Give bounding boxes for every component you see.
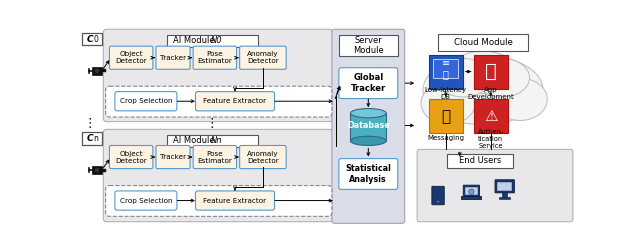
Bar bbox=[92, 166, 102, 174]
Text: Cloud Module: Cloud Module bbox=[454, 38, 513, 47]
Bar bbox=[447, 154, 513, 168]
Text: Messaging: Messaging bbox=[428, 135, 464, 141]
FancyBboxPatch shape bbox=[193, 146, 237, 169]
Bar bbox=[81, 33, 102, 46]
Text: Database: Database bbox=[347, 121, 390, 130]
Circle shape bbox=[468, 189, 474, 194]
FancyBboxPatch shape bbox=[463, 185, 479, 197]
Text: AI Module: AI Module bbox=[173, 36, 217, 45]
Text: C: C bbox=[87, 134, 93, 143]
FancyBboxPatch shape bbox=[239, 46, 286, 69]
Bar bbox=[474, 55, 508, 88]
Bar bbox=[429, 99, 463, 133]
FancyBboxPatch shape bbox=[109, 46, 153, 69]
FancyBboxPatch shape bbox=[103, 29, 333, 122]
Ellipse shape bbox=[476, 58, 529, 97]
FancyBboxPatch shape bbox=[195, 191, 275, 210]
Bar bbox=[497, 182, 513, 191]
Text: Tracker: Tracker bbox=[160, 154, 186, 160]
Text: End Users: End Users bbox=[459, 156, 501, 166]
Text: AI Module: AI Module bbox=[173, 136, 217, 145]
Bar bbox=[339, 34, 397, 56]
Text: Pose
Estimator: Pose Estimator bbox=[197, 51, 232, 64]
Bar bbox=[429, 55, 463, 88]
Bar bbox=[433, 59, 458, 78]
FancyBboxPatch shape bbox=[156, 46, 190, 69]
Bar bbox=[438, 34, 528, 51]
Bar bbox=[167, 34, 259, 47]
Text: Feature Extractor: Feature Extractor bbox=[204, 198, 267, 203]
Text: App
Development: App Development bbox=[467, 87, 514, 100]
FancyBboxPatch shape bbox=[106, 186, 332, 216]
Text: 0: 0 bbox=[93, 35, 98, 44]
FancyBboxPatch shape bbox=[115, 92, 177, 111]
FancyBboxPatch shape bbox=[195, 92, 275, 111]
Circle shape bbox=[437, 200, 439, 203]
FancyBboxPatch shape bbox=[332, 29, 404, 223]
FancyBboxPatch shape bbox=[156, 146, 190, 169]
Bar bbox=[474, 99, 508, 133]
Text: Global
Tracker: Global Tracker bbox=[351, 74, 386, 93]
Text: n: n bbox=[93, 134, 98, 143]
Bar bbox=[351, 113, 386, 141]
Text: Anomaly
Detector: Anomaly Detector bbox=[247, 150, 279, 164]
Text: Authen-
tication
Service: Authen- tication Service bbox=[477, 129, 504, 149]
Ellipse shape bbox=[448, 51, 518, 94]
Text: N0: N0 bbox=[211, 36, 222, 45]
Ellipse shape bbox=[423, 56, 543, 125]
Text: ⋮: ⋮ bbox=[205, 118, 218, 130]
Bar bbox=[499, 197, 510, 199]
Text: Feature Extractor: Feature Extractor bbox=[204, 98, 267, 104]
FancyBboxPatch shape bbox=[193, 46, 237, 69]
FancyBboxPatch shape bbox=[106, 86, 332, 117]
Text: Crop Selection: Crop Selection bbox=[120, 198, 172, 203]
FancyBboxPatch shape bbox=[339, 158, 397, 190]
Ellipse shape bbox=[436, 58, 491, 97]
Text: ≡
📋: ≡ 📋 bbox=[442, 58, 450, 79]
Text: Low-latency
DB: Low-latency DB bbox=[425, 87, 467, 100]
Ellipse shape bbox=[421, 82, 476, 124]
FancyBboxPatch shape bbox=[115, 191, 177, 210]
Text: Anomaly
Detector: Anomaly Detector bbox=[247, 51, 279, 64]
Text: Nn: Nn bbox=[211, 136, 222, 145]
Text: 🔶: 🔶 bbox=[441, 109, 451, 124]
Text: Statistical
Analysis: Statistical Analysis bbox=[346, 164, 391, 184]
FancyBboxPatch shape bbox=[417, 149, 573, 222]
Text: ⋮: ⋮ bbox=[83, 118, 95, 130]
FancyBboxPatch shape bbox=[432, 186, 444, 205]
Ellipse shape bbox=[493, 78, 547, 120]
Text: Pose
Estimator: Pose Estimator bbox=[197, 150, 232, 164]
Bar bbox=[465, 187, 477, 195]
Bar bbox=[167, 135, 259, 147]
Text: Object
Detector: Object Detector bbox=[115, 51, 147, 64]
Text: Crop Selection: Crop Selection bbox=[120, 98, 172, 104]
Text: ⚠: ⚠ bbox=[484, 109, 497, 124]
Text: Ⓐ: Ⓐ bbox=[485, 62, 497, 81]
Bar bbox=[81, 132, 102, 145]
Bar bbox=[92, 67, 102, 75]
Text: C: C bbox=[87, 35, 93, 44]
Circle shape bbox=[94, 68, 100, 73]
Ellipse shape bbox=[351, 108, 386, 118]
Text: Object
Detector: Object Detector bbox=[115, 150, 147, 164]
FancyBboxPatch shape bbox=[109, 146, 153, 169]
Text: Tracker: Tracker bbox=[160, 55, 186, 61]
Text: Server
Module: Server Module bbox=[353, 36, 383, 55]
FancyBboxPatch shape bbox=[339, 68, 397, 98]
FancyBboxPatch shape bbox=[239, 146, 286, 169]
Ellipse shape bbox=[351, 136, 386, 145]
Bar bbox=[461, 196, 481, 200]
FancyBboxPatch shape bbox=[495, 180, 515, 193]
Circle shape bbox=[94, 168, 100, 173]
Bar bbox=[102, 69, 106, 72]
FancyBboxPatch shape bbox=[103, 129, 333, 222]
Bar bbox=[102, 168, 106, 172]
Bar bbox=[502, 192, 507, 197]
